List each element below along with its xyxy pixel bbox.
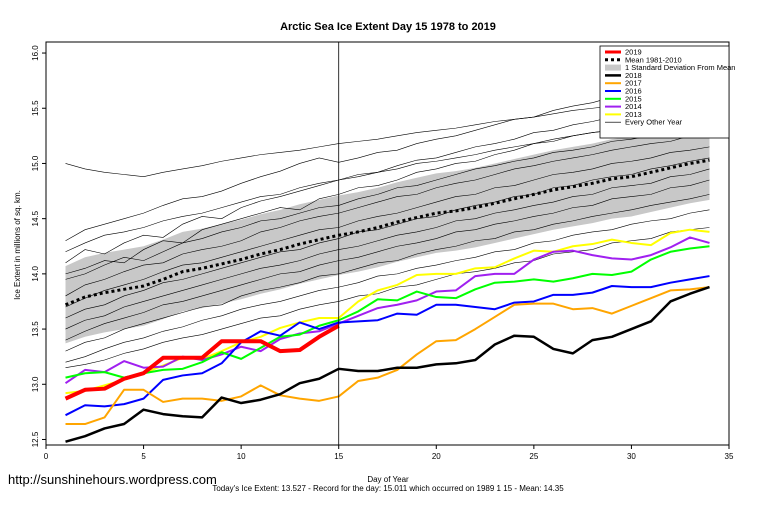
legend-label: 2017 [625,79,642,88]
other-year-line-11 [65,209,710,363]
other-year-line-10 [65,194,710,352]
legend-label: 2014 [625,102,642,111]
y-tick-label: 15.5 [31,100,40,116]
x-tick-label: 0 [44,452,49,461]
legend-label: 2019 [625,48,642,57]
y-axis-label: Ice Extent in millions of sq. km. [13,190,22,300]
series-line-2016 [65,275,710,417]
y-tick-label: 16.0 [31,45,40,61]
other-year-line-4 [65,124,710,280]
other-year-line-6 [65,146,710,308]
series-line-2015 [65,245,710,379]
y-tick-label: 15.0 [31,155,40,171]
axes: 0 5 10 15 20 25 30 35 12.5 13.0 13.5 14.0 14.5 15.0 15… [31,41,734,461]
legend-label: Mean 1981-2010 [625,55,682,64]
y-tick-label: 12.5 [31,431,40,447]
y-tick-label: 14.0 [31,266,40,282]
legend-box [599,45,730,139]
chart-title: Arctic Sea Ice Extent Day 15 1978 to 201… [280,21,496,33]
x-tick-label: 30 [627,452,636,461]
x-tick-label: 20 [432,452,441,461]
plot-area [64,42,710,445]
legend-label: 2015 [625,94,642,103]
footer-text: Today's Ice Extent: 13.527 - Record for … [212,484,564,493]
legend-label: 2013 [625,110,642,119]
legend-label: 1 Standard Deviation From Mean [625,63,735,72]
x-tick-label: 15 [334,452,343,461]
legend-label: 2016 [625,87,642,96]
x-axis-label: Day of Year [367,475,409,484]
other-year-line-7 [65,157,710,319]
x-tick-label: 35 [725,452,734,461]
other-year-line-9 [65,179,710,341]
x-tick-label: 5 [141,452,146,461]
other-year-line-8 [65,168,710,330]
legend-label: 2018 [625,71,642,80]
legend-label: Every Other Year [625,118,683,127]
other-year-line-5 [65,132,710,297]
y-tick-label: 13.0 [31,376,40,392]
series-line-2018 [65,285,710,443]
other-year-line-12 [65,227,710,369]
series-line-2019 [64,324,340,401]
y-tick-label: 14.5 [31,210,40,226]
series-line-2017 [65,286,710,426]
series-line-mean-1981-2010 [64,158,710,307]
plot-frame [45,41,730,446]
legend-swatch [605,64,621,71]
std-dev-band [65,120,710,344]
series-line-2014 [64,236,710,384]
watermark-text: http://sunshinehours.wordpress.com [8,472,217,487]
x-tick-label: 25 [529,452,538,461]
x-tick-label: 10 [237,452,246,461]
y-tick-label: 13.5 [31,321,40,337]
